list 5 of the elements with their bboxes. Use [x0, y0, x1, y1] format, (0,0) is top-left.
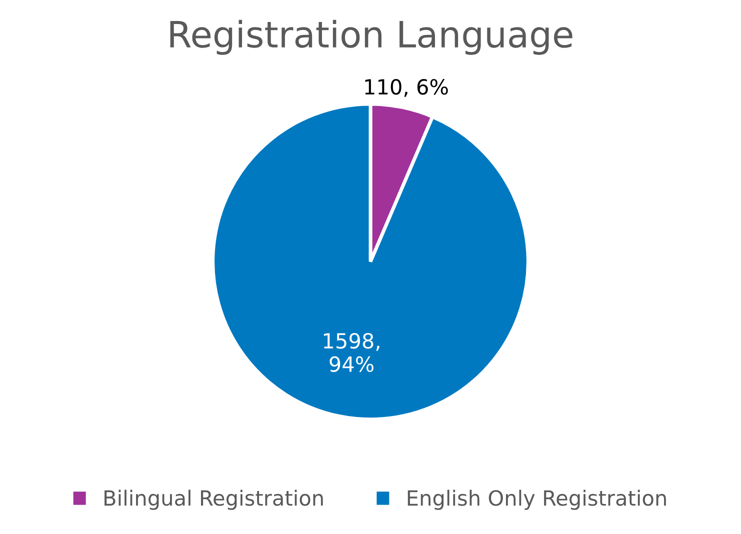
data-label: 110, 6%: [365, 78, 448, 97]
legend-label: Bilingual Registration: [104, 490, 323, 510]
chart-title: Registration Language: [170, 20, 572, 55]
legend-label: English Only Registration: [408, 490, 666, 510]
data-label: 1598, 94%: [324, 332, 380, 372]
